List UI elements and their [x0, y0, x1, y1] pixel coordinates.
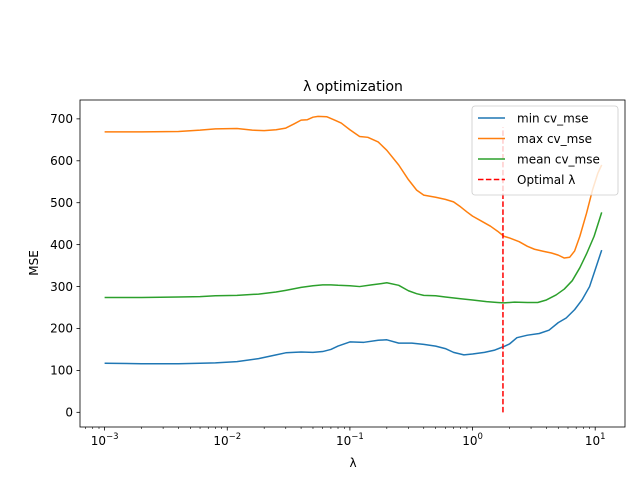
y-tick-label: 0 [65, 406, 73, 420]
x-tick-label: 10−2 [213, 432, 241, 448]
x-tick-label: 10−3 [91, 432, 119, 448]
series-line-2 [104, 212, 603, 304]
y-tick-label: 100 [50, 364, 73, 378]
x-tick-label: 101 [585, 432, 606, 448]
plot-frame [79, 99, 626, 428]
legend-label-0: min cv_mse [517, 111, 588, 125]
x-tick-base: 10 [585, 434, 600, 448]
x-tick-label: 10−1 [336, 432, 364, 448]
legend-label-1: max cv_mse [517, 132, 592, 146]
x-tick-exponent: −1 [351, 432, 364, 442]
x-tick-exponent: −2 [229, 432, 242, 442]
chart-title: λ optimization [303, 79, 403, 95]
legend-frame [471, 105, 619, 196]
legend-label-3: Optimal λ [517, 173, 575, 187]
x-tick-base: 10 [336, 434, 351, 448]
x-tick-label: 100 [462, 432, 483, 448]
y-tick-label: 200 [50, 322, 73, 336]
x-axis-label: λ [349, 456, 356, 470]
y-tick-label: 500 [50, 196, 73, 210]
y-tick-label: 300 [50, 280, 73, 294]
x-tick-base: 10 [213, 434, 228, 448]
legend-label-2: mean cv_mse [517, 152, 600, 166]
x-tick-base: 10 [91, 434, 106, 448]
y-axis-ticks: 0 100 200 300 400 500 600 700 [50, 112, 80, 420]
series-line-0 [104, 249, 603, 365]
x-tick-exponent: 0 [477, 432, 482, 442]
y-axis-label: MSE [27, 250, 41, 276]
y-tick-label: 600 [50, 154, 73, 168]
y-tick-label: 700 [50, 112, 73, 126]
x-tick-base: 10 [462, 434, 477, 448]
x-axis-ticks: 10−3 10−2 10−1 100 101 [85, 427, 606, 448]
y-tick-label: 400 [50, 238, 73, 252]
x-tick-exponent: −3 [106, 432, 119, 442]
x-tick-exponent: 1 [600, 432, 605, 442]
series-line-1 [104, 115, 603, 259]
